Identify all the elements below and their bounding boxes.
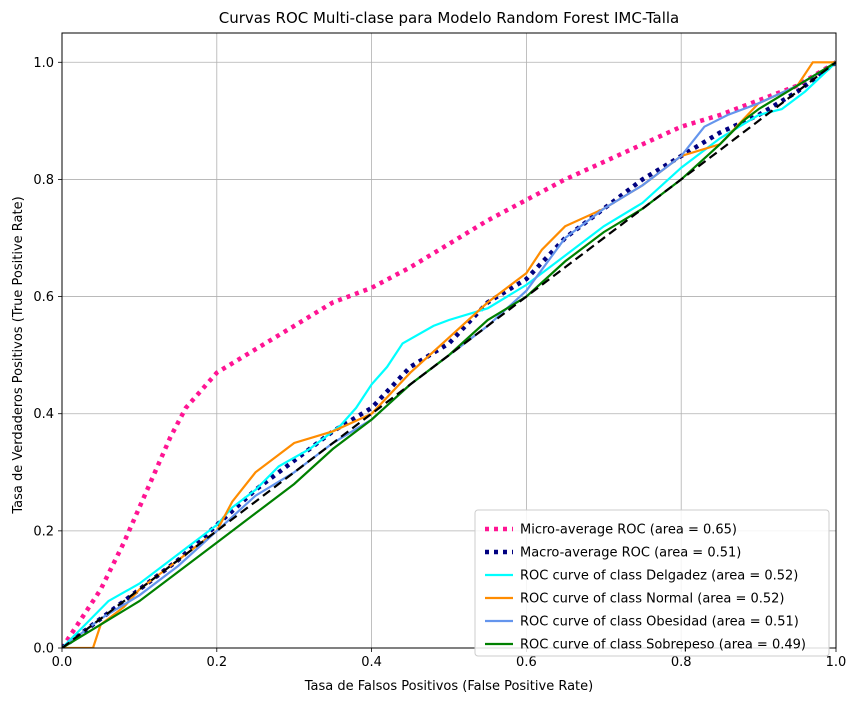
y-tick-label: 0.4 <box>33 407 54 422</box>
ticks: 0.0 0.2 0.4 0.6 0.8 1.0 0.0 0.2 0.4 0.6 0.8 1.0 <box>33 56 846 670</box>
axes-frame <box>61 32 837 649</box>
legend: Micro-average ROC (area = 0.65) Macro-ave… <box>474 509 830 657</box>
y-axis-label: Tasa de Verdaderos Positivos (True Posit… <box>11 196 26 514</box>
grid <box>61 33 837 649</box>
legend-label-1: Macro-average ROC (area = 0.51) <box>520 546 741 561</box>
chart-title: Curvas ROC Multi-clase para Modelo Rando… <box>219 9 680 27</box>
x-tick-label: 1.0 <box>826 655 847 670</box>
legend-label-2: ROC curve of class Delgadez (area = 0.52… <box>520 569 798 584</box>
chance-diagonal-line <box>62 61 836 648</box>
legend-label-0: Micro-average ROC (area = 0.65) <box>520 523 737 538</box>
legend-label-4: ROC curve of class Obesidad (area = 0.51… <box>520 615 799 630</box>
x-tick-label: 0.8 <box>671 655 692 670</box>
x-axis-label: Tasa de Falsos Positivos (False Positive… <box>304 679 593 694</box>
legend-label-5: ROC curve of class Sobrepeso (area = 0.4… <box>520 638 806 653</box>
y-tick-label: 0.2 <box>33 524 54 539</box>
x-tick-label: 0.4 <box>361 655 382 670</box>
plot-area <box>62 60 836 648</box>
series-line-2 <box>62 61 836 648</box>
legend-label-3: ROC curve of class Normal (area = 0.52) <box>520 592 785 607</box>
y-tick-label: 0.8 <box>33 173 54 188</box>
x-tick-label: 0.2 <box>206 655 227 670</box>
y-tick-label: 0.6 <box>33 290 54 305</box>
x-tick-label: 0.0 <box>52 655 73 670</box>
series-line-1 <box>62 60 836 648</box>
y-tick-label: 0.0 <box>33 642 54 657</box>
y-tick-label: 1.0 <box>33 56 54 71</box>
series-line-5 <box>62 61 836 648</box>
x-tick-label: 0.6 <box>516 655 537 670</box>
legend-box <box>474 509 830 657</box>
series-line-0 <box>62 60 836 648</box>
series-group <box>62 60 836 648</box>
